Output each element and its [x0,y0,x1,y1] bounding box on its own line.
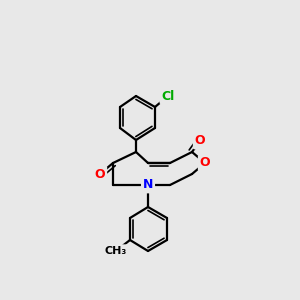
Text: O: O [200,157,210,169]
Text: O: O [195,134,205,148]
Text: Cl: Cl [161,89,175,103]
Text: CH₃: CH₃ [105,246,127,256]
Text: O: O [95,167,105,181]
Text: N: N [143,178,153,191]
